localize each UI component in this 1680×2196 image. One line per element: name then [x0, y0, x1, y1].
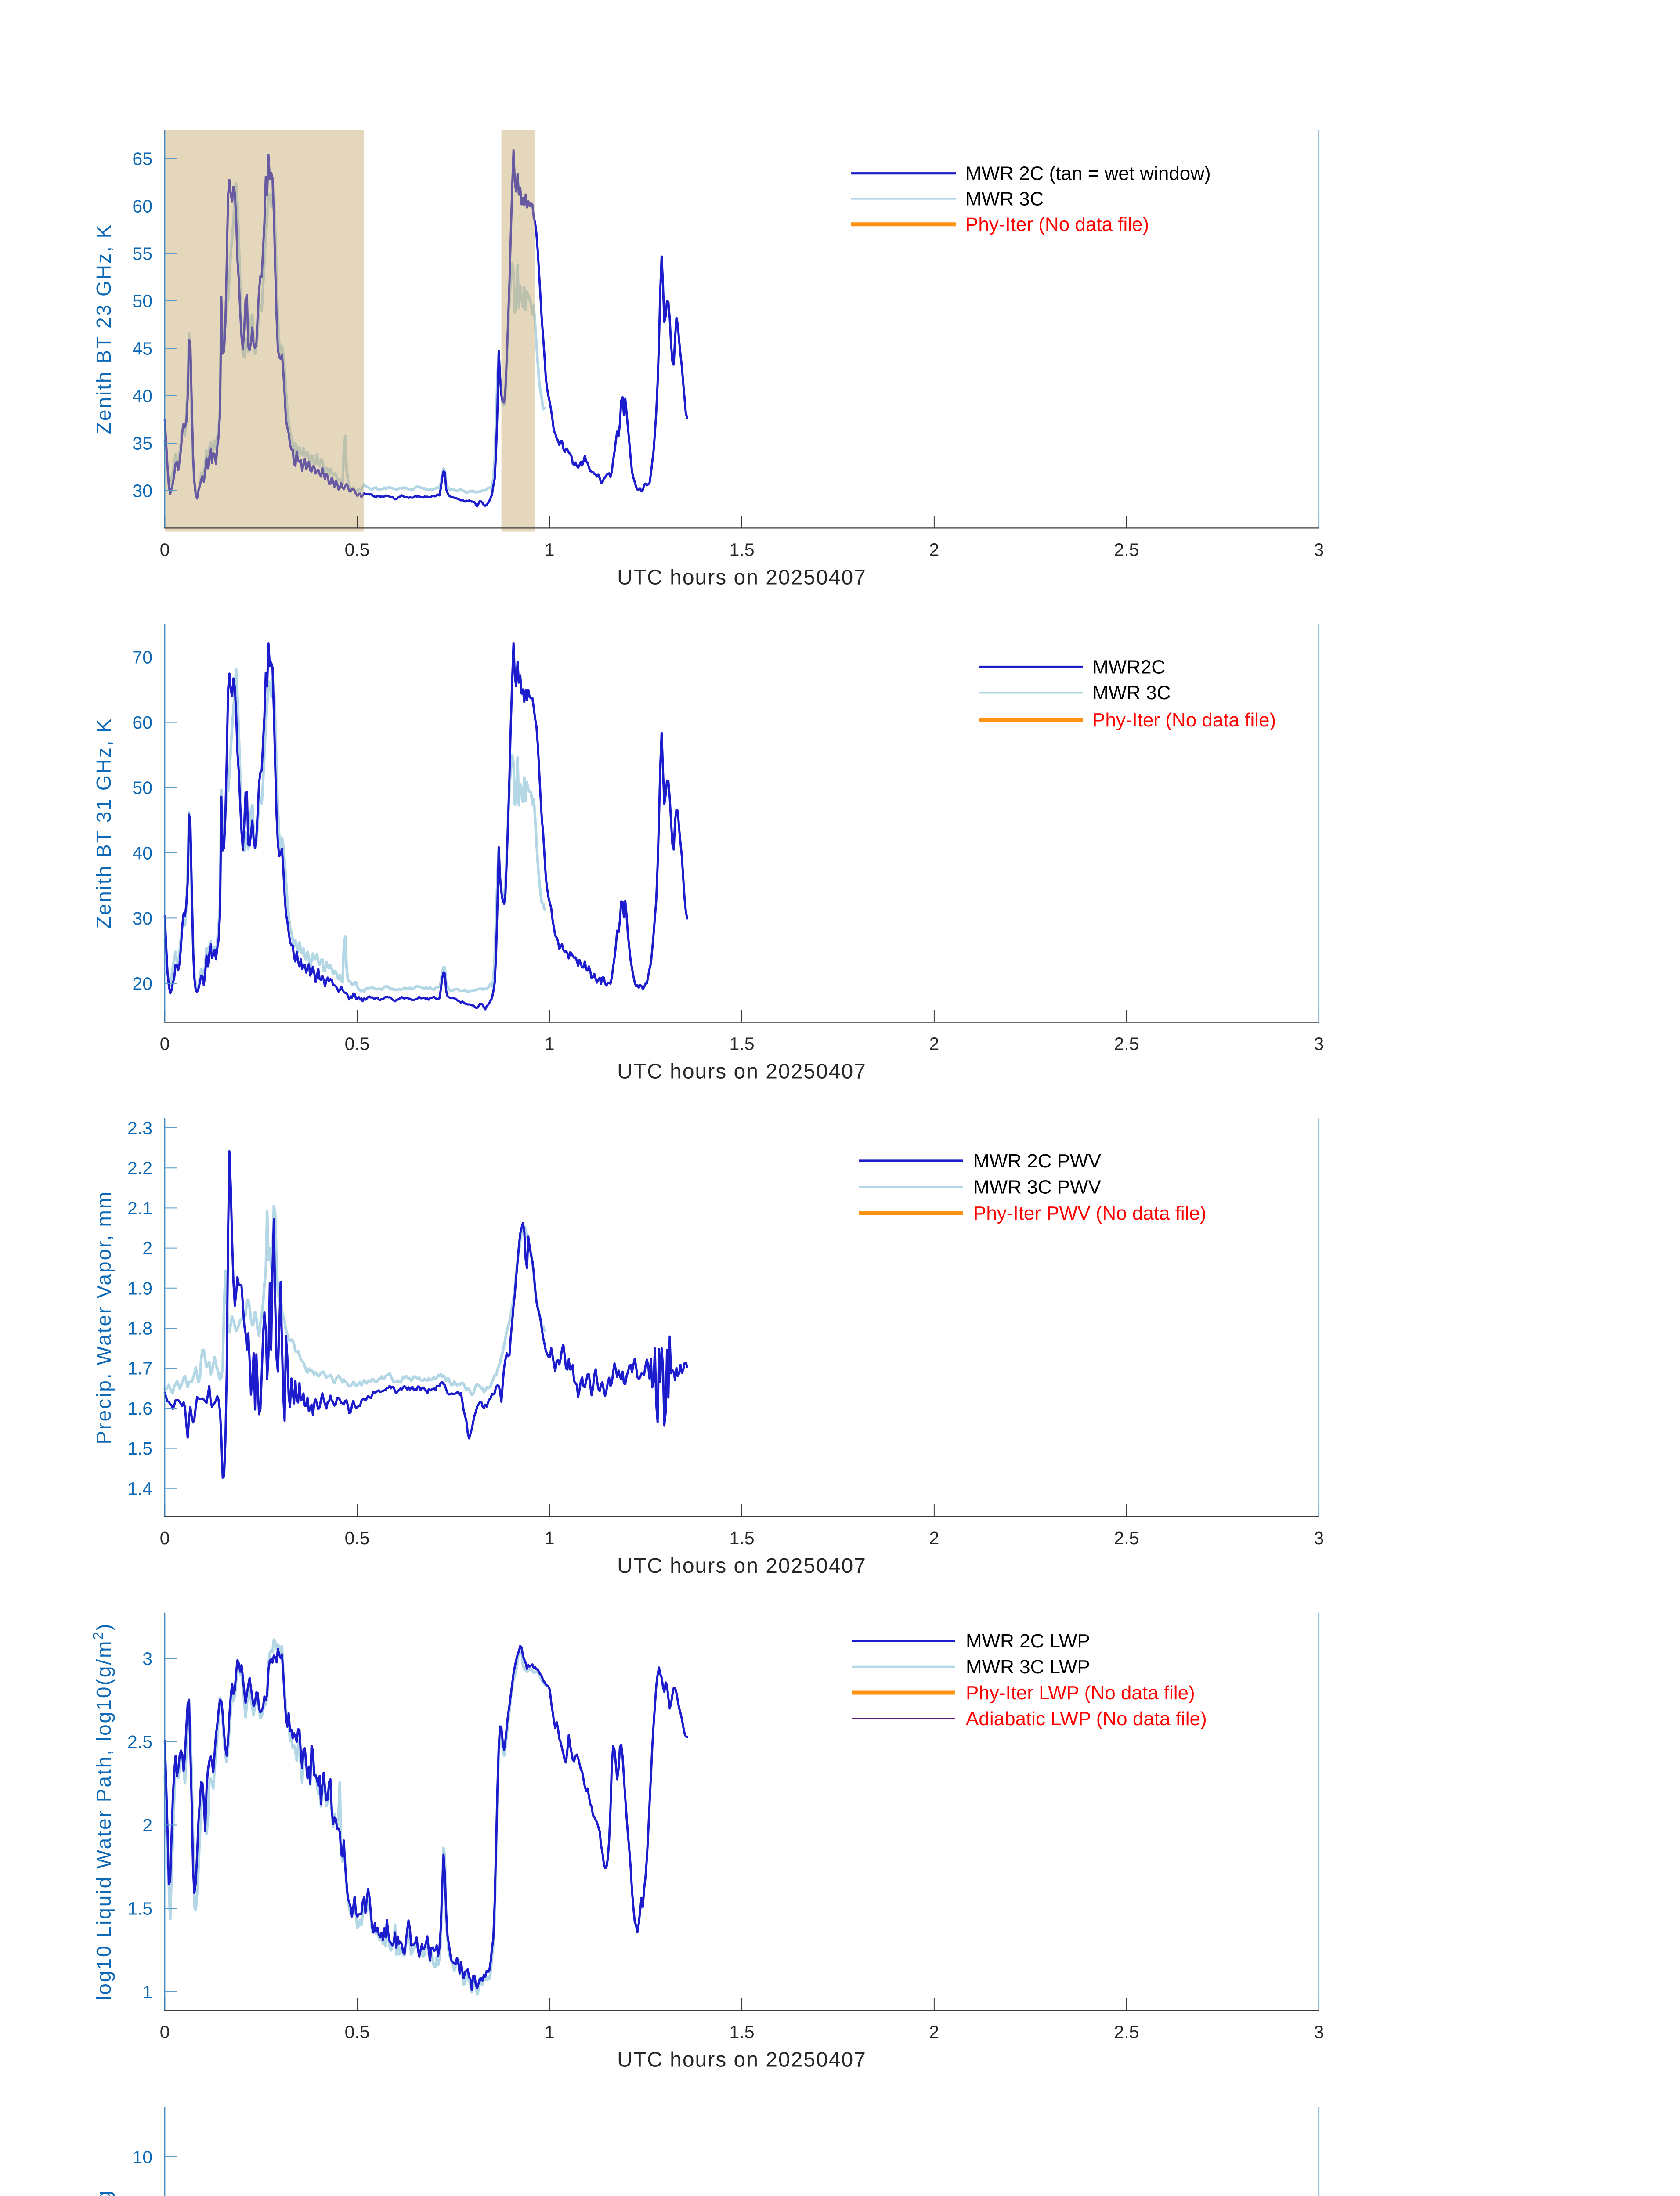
- svg-text:1.5: 1.5: [730, 2022, 755, 2042]
- svg-text:1.7: 1.7: [127, 1358, 152, 1379]
- svg-text:30: 30: [132, 908, 152, 928]
- svg-text:2.3: 2.3: [127, 1118, 152, 1138]
- svg-text:UTC hours on 20250407: UTC hours on 20250407: [617, 1554, 867, 1578]
- svg-text:Adiabatic LWP (No data file): Adiabatic LWP (No data file): [966, 1708, 1207, 1730]
- svg-text:60: 60: [132, 712, 152, 733]
- svg-text:40: 40: [132, 843, 152, 863]
- svg-text:2.5: 2.5: [1114, 1528, 1139, 1548]
- svg-text:MWR 2C LWP: MWR 2C LWP: [966, 1630, 1090, 1652]
- svg-text:0: 0: [160, 539, 170, 560]
- svg-text:1: 1: [142, 1982, 152, 2002]
- svg-text:1: 1: [545, 1034, 555, 1054]
- svg-text:1.5: 1.5: [730, 1528, 755, 1548]
- svg-text:20: 20: [132, 974, 152, 994]
- svg-text:UTC hours on 20250407: UTC hours on 20250407: [617, 1060, 867, 1084]
- svg-text:55: 55: [132, 244, 152, 264]
- svg-text:2: 2: [142, 1238, 152, 1258]
- svg-text:UTC hours on 20250407: UTC hours on 20250407: [617, 2048, 867, 2072]
- svg-text:1: 1: [545, 1528, 555, 1548]
- svg-text:Precip. Water Vapor, mm: Precip. Water Vapor, mm: [92, 1191, 115, 1445]
- svg-text:2.5: 2.5: [127, 1732, 152, 1752]
- svg-text:2: 2: [929, 539, 939, 560]
- svg-text:2: 2: [142, 1815, 152, 1835]
- svg-text:0.5: 0.5: [345, 1528, 370, 1548]
- svg-text:Phy-Iter (No data file): Phy-Iter (No data file): [1092, 709, 1276, 731]
- svg-text:MWR Phy Iter DQ Flag: MWR Phy Iter DQ Flag: [92, 2189, 115, 2196]
- svg-text:Phy-Iter (No data file): Phy-Iter (No data file): [965, 214, 1149, 235]
- svg-text:Zenith BT 31 GHz, K: Zenith BT 31 GHz, K: [92, 718, 115, 929]
- svg-text:2.5: 2.5: [1114, 1034, 1139, 1054]
- svg-text:3: 3: [142, 1649, 152, 1669]
- svg-text:MWR 3C PWV: MWR 3C PWV: [973, 1177, 1102, 1198]
- svg-text:MWR2C: MWR2C: [1092, 657, 1165, 678]
- svg-text:1.8: 1.8: [127, 1318, 152, 1339]
- svg-text:35: 35: [132, 433, 152, 454]
- svg-text:65: 65: [132, 149, 152, 169]
- svg-text:3: 3: [1314, 1528, 1324, 1548]
- svg-text:1.5: 1.5: [730, 539, 755, 560]
- svg-text:2: 2: [929, 1528, 939, 1548]
- svg-text:MWR 3C: MWR 3C: [965, 188, 1044, 209]
- svg-text:1.6: 1.6: [127, 1398, 152, 1419]
- svg-text:1.5: 1.5: [730, 1034, 755, 1054]
- svg-text:3: 3: [1314, 1034, 1324, 1054]
- svg-text:0: 0: [160, 1528, 170, 1548]
- svg-text:30: 30: [132, 481, 152, 501]
- svg-text:2: 2: [929, 2022, 939, 2042]
- svg-text:70: 70: [132, 647, 152, 668]
- svg-text:MWR 3C LWP: MWR 3C LWP: [966, 1656, 1090, 1678]
- svg-text:0.5: 0.5: [345, 539, 370, 560]
- svg-text:0: 0: [160, 1034, 170, 1054]
- svg-text:60: 60: [132, 196, 152, 217]
- svg-text:2.5: 2.5: [1114, 2022, 1139, 2042]
- svg-text:MWR 2C PWV: MWR 2C PWV: [973, 1150, 1102, 1172]
- svg-text:50: 50: [132, 291, 152, 311]
- svg-text:MWR 3C: MWR 3C: [1092, 682, 1171, 704]
- svg-text:2.1: 2.1: [127, 1198, 152, 1218]
- svg-text:1.9: 1.9: [127, 1278, 152, 1298]
- svg-text:1.5: 1.5: [127, 1438, 152, 1459]
- svg-text:0.5: 0.5: [345, 2022, 370, 2042]
- svg-text:10: 10: [132, 2147, 152, 2167]
- svg-text:0.5: 0.5: [345, 1034, 370, 1054]
- svg-text:UTC hours on 20250407: UTC hours on 20250407: [617, 566, 867, 589]
- svg-text:1: 1: [545, 539, 555, 560]
- svg-text:Phy-Iter PWV (No data file): Phy-Iter PWV (No data file): [973, 1203, 1207, 1224]
- svg-text:log10 Liquid Water Path, log10: log10 Liquid Water Path, log10(g/m2): [90, 1622, 115, 2001]
- svg-text:3: 3: [1314, 2022, 1324, 2042]
- svg-text:40: 40: [132, 386, 152, 406]
- svg-text:MWR 2C (tan = wet window): MWR 2C (tan = wet window): [965, 163, 1211, 184]
- svg-text:Zenith BT 23 GHz, K: Zenith BT 23 GHz, K: [92, 224, 115, 435]
- svg-text:3: 3: [1314, 539, 1324, 560]
- svg-text:1.5: 1.5: [127, 1899, 152, 1919]
- svg-text:1: 1: [545, 2022, 555, 2042]
- svg-text:0: 0: [160, 2022, 170, 2042]
- svg-text:45: 45: [132, 339, 152, 359]
- svg-text:1.4: 1.4: [127, 1478, 152, 1499]
- svg-text:2.5: 2.5: [1114, 539, 1139, 560]
- svg-text:2.2: 2.2: [127, 1158, 152, 1178]
- svg-text:50: 50: [132, 778, 152, 798]
- svg-text:2: 2: [929, 1034, 939, 1054]
- svg-text:Phy-Iter LWP (No data file): Phy-Iter LWP (No data file): [966, 1682, 1195, 1704]
